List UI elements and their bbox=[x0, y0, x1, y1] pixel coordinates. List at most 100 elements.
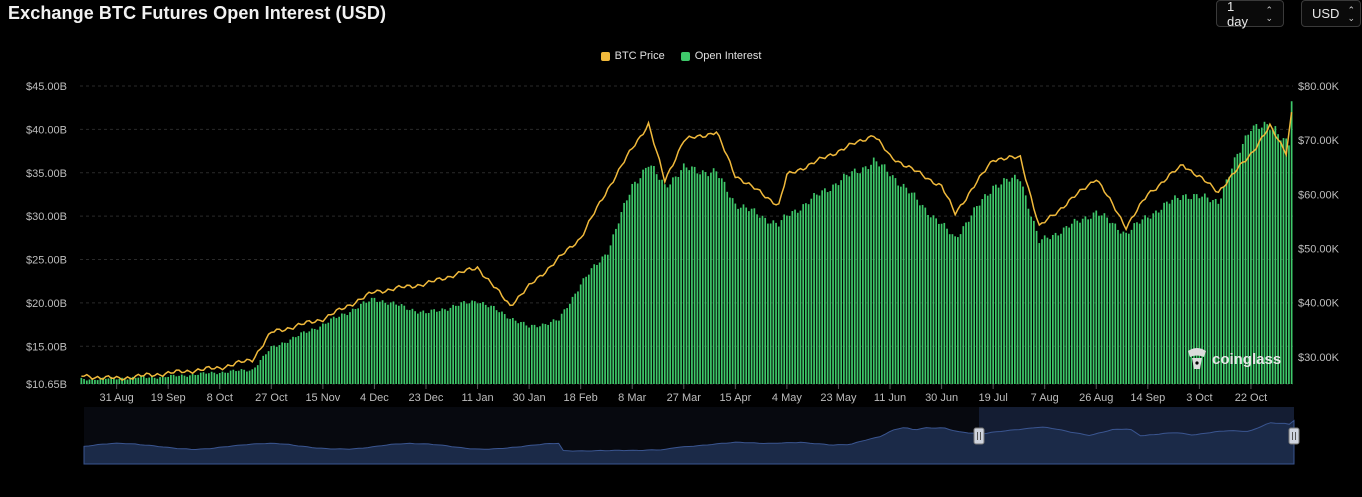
oi-bar bbox=[346, 315, 349, 384]
x-tick-label: 27 Mar bbox=[667, 392, 702, 404]
oi-bar bbox=[984, 194, 986, 384]
oi-bar bbox=[824, 188, 826, 384]
oi-bar bbox=[259, 359, 262, 384]
oi-bar bbox=[189, 375, 191, 384]
oi-bar bbox=[756, 214, 758, 384]
x-tick-label: 31 Aug bbox=[100, 392, 134, 404]
oi-bar bbox=[1231, 168, 1233, 384]
oi-bar bbox=[891, 175, 894, 384]
oi-bar bbox=[1182, 195, 1184, 384]
oi-bar bbox=[1098, 215, 1100, 384]
oi-bar bbox=[501, 311, 503, 384]
oi-bar bbox=[533, 324, 536, 384]
oi-bar bbox=[351, 308, 354, 384]
oi-bar bbox=[319, 326, 322, 384]
oi-bar bbox=[343, 313, 346, 384]
legend-item-btc-price[interactable]: BTC Price bbox=[600, 50, 665, 62]
oi-bar bbox=[213, 372, 216, 384]
oi-bar bbox=[460, 302, 463, 384]
legend-item-open-interest[interactable]: Open Interest bbox=[680, 50, 761, 62]
oi-bar bbox=[465, 303, 468, 384]
oi-bar bbox=[976, 206, 978, 384]
oi-bar bbox=[349, 312, 351, 384]
oi-bar bbox=[772, 220, 775, 384]
oi-bar bbox=[172, 374, 175, 384]
y-left-tick-label: $25.00B bbox=[26, 255, 67, 267]
oi-bar bbox=[476, 303, 479, 384]
oi-bar bbox=[1108, 223, 1111, 384]
x-tick-label: 18 Feb bbox=[564, 392, 598, 404]
oi-bar bbox=[905, 187, 908, 384]
x-tick-label: 14 Sep bbox=[1130, 392, 1165, 404]
oi-bar bbox=[843, 173, 845, 384]
oi-bar bbox=[1065, 226, 1068, 384]
oi-bar bbox=[96, 380, 99, 384]
oi-bar bbox=[818, 195, 821, 384]
currency-select[interactable]: USD ⌃ ⌄ bbox=[1301, 0, 1361, 27]
navigator-handle[interactable] bbox=[973, 427, 985, 445]
oi-bar bbox=[853, 168, 856, 384]
oi-bar bbox=[1127, 233, 1130, 384]
oi-bar bbox=[750, 208, 753, 384]
oi-bar bbox=[216, 374, 218, 384]
oi-bar bbox=[1233, 157, 1236, 384]
oi-bar bbox=[718, 178, 720, 384]
oi-bar bbox=[400, 304, 403, 384]
oi-bar bbox=[780, 220, 783, 384]
oi-bar bbox=[615, 228, 617, 384]
oi-bar bbox=[1032, 220, 1035, 384]
oi-bar bbox=[834, 183, 837, 384]
oi-bar bbox=[1250, 130, 1252, 384]
oi-bar bbox=[870, 164, 872, 384]
oi-bar bbox=[707, 176, 710, 384]
oi-bar bbox=[710, 172, 712, 384]
range-navigator[interactable] bbox=[83, 407, 1300, 465]
oi-bar bbox=[856, 172, 859, 384]
interval-select[interactable]: 1 day ⌃ ⌄ bbox=[1216, 0, 1284, 29]
oi-bar bbox=[161, 376, 164, 384]
oi-bar bbox=[324, 323, 327, 384]
oi-bar bbox=[514, 320, 517, 384]
oi-bar bbox=[235, 371, 237, 384]
oi-bar bbox=[617, 223, 620, 384]
oi-bar bbox=[788, 216, 791, 384]
oi-bar bbox=[1212, 200, 1214, 384]
oi-bar bbox=[1195, 194, 1198, 384]
oi-bar bbox=[734, 203, 737, 384]
oi-bar bbox=[862, 167, 864, 384]
oi-bar bbox=[596, 264, 598, 384]
oi-bar bbox=[897, 185, 900, 384]
oi-bar bbox=[183, 375, 186, 384]
oi-bar bbox=[715, 171, 718, 384]
oi-bar bbox=[878, 166, 881, 384]
oi-bar bbox=[132, 376, 134, 384]
oi-bar bbox=[438, 311, 441, 384]
oi-bar bbox=[558, 320, 560, 384]
coinglass-watermark: coinglass bbox=[1188, 348, 1281, 369]
oi-bar bbox=[997, 187, 1000, 384]
oi-bar bbox=[419, 311, 422, 384]
oi-bar bbox=[677, 177, 680, 384]
oi-bar bbox=[1057, 235, 1060, 384]
oi-bar bbox=[959, 234, 962, 384]
oi-bar bbox=[406, 309, 408, 384]
navigator-handle[interactable] bbox=[1288, 427, 1300, 445]
oi-bar bbox=[973, 207, 976, 384]
oi-bar bbox=[921, 204, 924, 384]
oi-bar bbox=[1277, 134, 1279, 384]
oi-bar bbox=[1190, 199, 1193, 384]
oi-bar bbox=[1279, 140, 1282, 384]
oi-bar bbox=[924, 207, 927, 384]
oi-bar bbox=[549, 321, 552, 384]
oi-bar bbox=[1163, 202, 1165, 384]
oi-bar bbox=[153, 377, 156, 384]
x-tick-label: 19 Sep bbox=[151, 392, 186, 404]
oi-bar bbox=[794, 209, 796, 384]
oi-bar bbox=[1051, 234, 1054, 384]
oi-bar bbox=[1049, 239, 1051, 384]
oi-bar bbox=[511, 318, 514, 384]
oi-bar bbox=[294, 337, 297, 384]
oi-bar bbox=[1263, 121, 1266, 385]
oi-bar bbox=[1076, 220, 1079, 384]
